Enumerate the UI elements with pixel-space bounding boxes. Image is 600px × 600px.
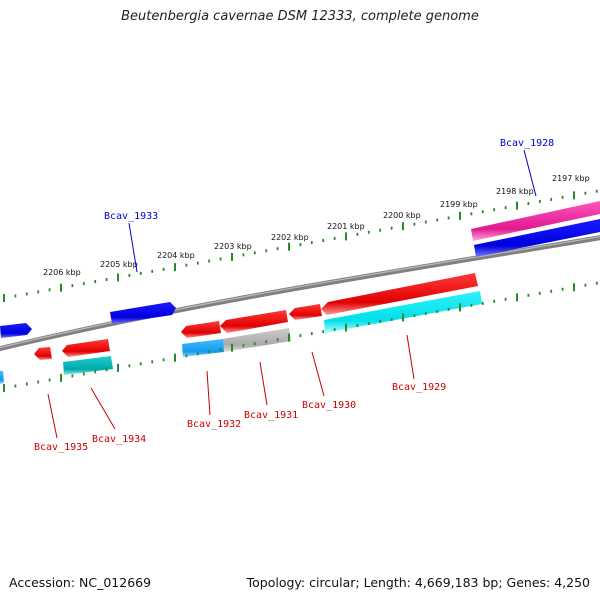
gene-label-bcav-1935[interactable]: Bcav_1935 xyxy=(34,442,88,453)
leader-line-bcav-1933 xyxy=(128,222,138,273)
genome-info-label: Topology: circular; Length: 4,669,183 bp… xyxy=(246,575,590,590)
scale-label: 2198 kbp xyxy=(496,187,534,196)
scale-label: 2201 kbp xyxy=(327,222,365,231)
gene-bcav-1931[interactable] xyxy=(220,310,288,333)
leader-line-bcav-1934 xyxy=(90,387,116,430)
gene-bcav-1928-cds[interactable] xyxy=(474,219,600,257)
gene-label-bcav-1934[interactable]: Bcav_1934 xyxy=(92,434,146,445)
gene-label-bcav-1933[interactable]: Bcav_1933 xyxy=(104,211,158,222)
scale-label: 2205 kbp xyxy=(100,260,138,269)
scale-label: 2199 kbp xyxy=(440,200,478,209)
scale-label: 2200 kbp xyxy=(383,211,421,220)
gene-bcav-1929[interactable] xyxy=(321,273,478,315)
leader-line-bcav-1931 xyxy=(259,361,268,406)
gene-bcav-1931-feature[interactable] xyxy=(222,328,291,352)
leader-line-bcav-1928 xyxy=(523,149,537,197)
genome-backbone xyxy=(0,235,600,352)
gene-label-bcav-1931[interactable]: Bcav_1931 xyxy=(244,410,298,421)
gene-bcav-1932-feature[interactable] xyxy=(182,339,224,357)
scale-bar-lower xyxy=(3,281,598,392)
gene-left-forward[interactable] xyxy=(0,323,32,338)
gene-bcav-1933[interactable] xyxy=(110,302,176,324)
scale-label: 2204 kbp xyxy=(157,251,195,260)
scale-label: 2206 kbp xyxy=(43,268,81,277)
genome-title: Beutenbergia cavernae DSM 12333, complet… xyxy=(121,9,479,24)
gene-left-edge-feature[interactable] xyxy=(0,371,4,384)
gene-label-bcav-1928[interactable]: Bcav_1928 xyxy=(500,138,554,149)
gene-bcav-1932[interactable] xyxy=(181,321,221,338)
gene-label-bcav-1929[interactable]: Bcav_1929 xyxy=(392,382,446,393)
gene-bcav-1934-feature[interactable] xyxy=(63,356,113,375)
gene-bcav-1930[interactable] xyxy=(289,304,322,320)
scale-label: 2203 kbp xyxy=(214,242,252,251)
genome-backbone-highlight xyxy=(0,236,600,349)
leader-line-bcav-1930 xyxy=(311,351,325,397)
scale-label: 2202 kbp xyxy=(271,233,309,242)
accession-label: Accession: NC_012669 xyxy=(9,575,152,590)
scale-bar-upper xyxy=(3,189,598,302)
leader-line-bcav-1932 xyxy=(206,370,211,416)
leader-line-bcav-1935 xyxy=(47,393,58,439)
gene-label-bcav-1932[interactable]: Bcav_1932 xyxy=(187,419,241,430)
scale-label: 2197 kbp xyxy=(552,174,590,183)
scale-labels: 2197 kbp 2198 kbp 2199 kbp 2200 kbp 2201 kbp… xyxy=(43,174,590,277)
leader-line-bcav-1929 xyxy=(406,334,415,380)
gene-bcav-1935[interactable] xyxy=(34,347,52,360)
gene-bcav-1929-feature[interactable] xyxy=(324,291,482,333)
gene-bcav-1934[interactable] xyxy=(62,339,110,357)
gene-label-bcav-1930[interactable]: Bcav_1930 xyxy=(302,400,356,411)
gene-labels: Bcav_1928 Bcav_1933 Bcav_1929 Bcav_1930 Bcav… xyxy=(34,138,554,453)
gene-bcav-1928-feature[interactable] xyxy=(471,201,600,241)
